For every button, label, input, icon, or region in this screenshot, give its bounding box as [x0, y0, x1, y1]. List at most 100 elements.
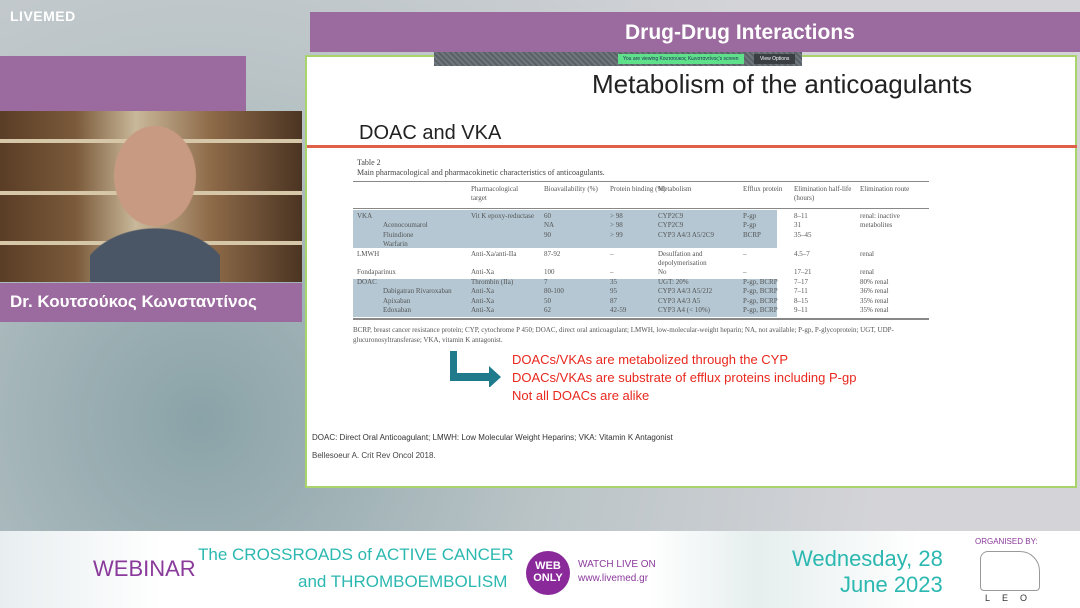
- table-rule: [353, 208, 929, 209]
- table-cell: > 98: [610, 221, 623, 230]
- table-cell: 8–11: [794, 212, 808, 220]
- table-cell: depolymerisation: [658, 259, 707, 267]
- table-cell: –: [610, 268, 614, 277]
- table-cell: 36% renal: [860, 287, 889, 296]
- table-cell: Anti-Xa: [471, 306, 494, 314]
- table-cell: 7–17: [794, 277, 808, 286]
- table-cell: CYP2C9: [658, 212, 684, 220]
- table-cell: 87-92: [544, 249, 561, 258]
- table-caption-text: Main pharmacological and pharmacokinetic…: [357, 168, 605, 177]
- table-cell: 7: [544, 277, 548, 286]
- table-cell: –: [610, 249, 614, 258]
- table-cell: Vit K epoxy-reductase: [471, 212, 534, 220]
- section-header: Drug-Drug Interactions: [310, 12, 1080, 52]
- event-date-1: Wednesday, 28: [792, 546, 943, 571]
- table-cell: CYP2C9: [658, 221, 684, 230]
- column-header: Bioavailability (%): [544, 185, 598, 193]
- table-cell: > 99: [610, 230, 623, 239]
- speaker-name: Dr. Κουτσούκος Κωνσταντίνος: [0, 283, 302, 322]
- livemed-logo: LIVEMED: [10, 8, 76, 24]
- table-cell: 95: [610, 287, 617, 296]
- table-cell: P-gp, BCRP: [743, 277, 778, 286]
- table-cell: P-gp, BCRP: [743, 306, 778, 314]
- table-rule: [353, 181, 929, 182]
- view-options-button[interactable]: View Options: [754, 54, 796, 64]
- table-cell: Anti-Xa/anti-IIa: [471, 249, 517, 258]
- share-status: You are viewing Κουτσούκος Κωνσταντίνος'…: [618, 54, 744, 64]
- event-title-1: The CROSSROADS of ACTIVE CANCER: [198, 545, 514, 564]
- abbreviations: DOAC: Direct Oral Anticoagulant; LMWH: L…: [312, 433, 673, 442]
- leo-lion-logo: [980, 551, 1040, 591]
- table-footnote: BCRP, breast cancer resistance protein; …: [353, 326, 894, 344]
- table-cell: 60: [544, 212, 551, 220]
- speaker-video: [0, 111, 302, 282]
- table-cell: 35: [610, 277, 617, 286]
- table-cell: 8–15: [794, 296, 808, 305]
- column-header: Efflux protein: [743, 185, 783, 193]
- event-title-2: and THROMBOEMBOLISM: [298, 572, 508, 591]
- table-cell: NA: [544, 221, 555, 230]
- table-cell: P-gp: [743, 221, 757, 230]
- table-cell: Edoxaban: [383, 306, 411, 314]
- table-cell: renal: [860, 268, 874, 277]
- table-cell: 50: [544, 296, 551, 305]
- table-cell: Anti-Xa: [471, 287, 494, 296]
- watch-label: WATCH LIVE ON: [578, 559, 656, 570]
- table-cell: 62: [544, 306, 551, 314]
- table-cell: Fluindione: [383, 230, 414, 239]
- event-banner: WEBINAR The CROSSROADS of ACTIVE CANCER …: [0, 531, 1080, 608]
- column-header: Pharmacological target: [471, 185, 519, 202]
- table-cell: 17–21: [794, 268, 812, 277]
- speaker: [90, 116, 220, 282]
- table-cell: 35% renal: [860, 296, 889, 305]
- column-header: Elimination route: [860, 185, 910, 193]
- organised-by-label: ORGANISED BY:: [975, 537, 1038, 546]
- bullet: DOACs/VKAs are substrate of efflux prote…: [512, 370, 857, 385]
- table-cell: 42-59: [610, 306, 627, 314]
- vka-highlight: [353, 210, 777, 248]
- bullet: DOACs/VKAs are metabolized through the C…: [512, 352, 789, 367]
- bullet: Not all DOACs are alike: [512, 388, 650, 403]
- table-cell: CYP3 A4 (< 10%): [658, 306, 710, 314]
- table-rule: [353, 318, 929, 320]
- column-header: Metabolism: [658, 185, 692, 193]
- table-cell: Apixaban: [383, 296, 411, 305]
- table-cell: 35–45: [794, 230, 812, 239]
- section-title: Drug-Drug Interactions: [625, 21, 855, 44]
- table-cell: UGT: 20%: [658, 277, 689, 286]
- table-cell: 100: [544, 268, 555, 277]
- table-cell: 90: [544, 230, 551, 239]
- table-cell: 9–11: [794, 306, 808, 314]
- table-cell: CYP3 A4/3 A5/2C9: [658, 230, 715, 239]
- table-cell: 7–11: [794, 287, 808, 296]
- column-header: Protein binding (%): [610, 185, 666, 193]
- table-cell: > 98: [610, 212, 623, 220]
- table-cell: Anti-Xa: [471, 296, 494, 305]
- doac-highlight: [353, 279, 777, 317]
- table-cell: Acenocoumarol: [383, 221, 428, 230]
- table-cell: LMWH: [357, 249, 380, 258]
- table-label: Table 2: [357, 158, 381, 167]
- column-header: Elimination half-life (hours): [794, 185, 852, 202]
- table-cell: BCRP: [743, 230, 761, 239]
- reference: Bellesoeur A. Crit Rev Oncol 2018.: [312, 451, 436, 460]
- table-cell: renal: inactive: [860, 212, 900, 220]
- shared-slide: Metabolism of the anticoagulants DOAC an…: [305, 55, 1077, 488]
- table-cell: renal: [860, 249, 874, 258]
- table-cell: VKA: [357, 212, 373, 220]
- table-cell: Desulfation and: [658, 249, 703, 258]
- webinar-label: WEBINAR: [93, 556, 196, 581]
- table-cell: CYP3 A4/3 A5/2J2: [658, 287, 713, 296]
- table-cell: Thrombin (IIa): [471, 277, 514, 286]
- table-cell: P-gp, BCRP: [743, 287, 778, 296]
- table-caption: Table 2 Main pharmacological and pharmaco…: [357, 158, 605, 178]
- table-cell: 80-100: [544, 287, 564, 296]
- table-cell: P-gp, BCRP: [743, 296, 778, 305]
- table-cell: CYP3 A4/3 A5: [658, 296, 701, 305]
- web-only-badge: WEB ONLY: [526, 551, 570, 595]
- table-cell: 31: [794, 221, 801, 230]
- event-date-2: June 2023: [840, 572, 943, 597]
- table-cell: 87: [610, 296, 617, 305]
- website-link[interactable]: www.livemed.gr: [578, 573, 649, 584]
- table-cell: Anti-Xa: [471, 268, 494, 277]
